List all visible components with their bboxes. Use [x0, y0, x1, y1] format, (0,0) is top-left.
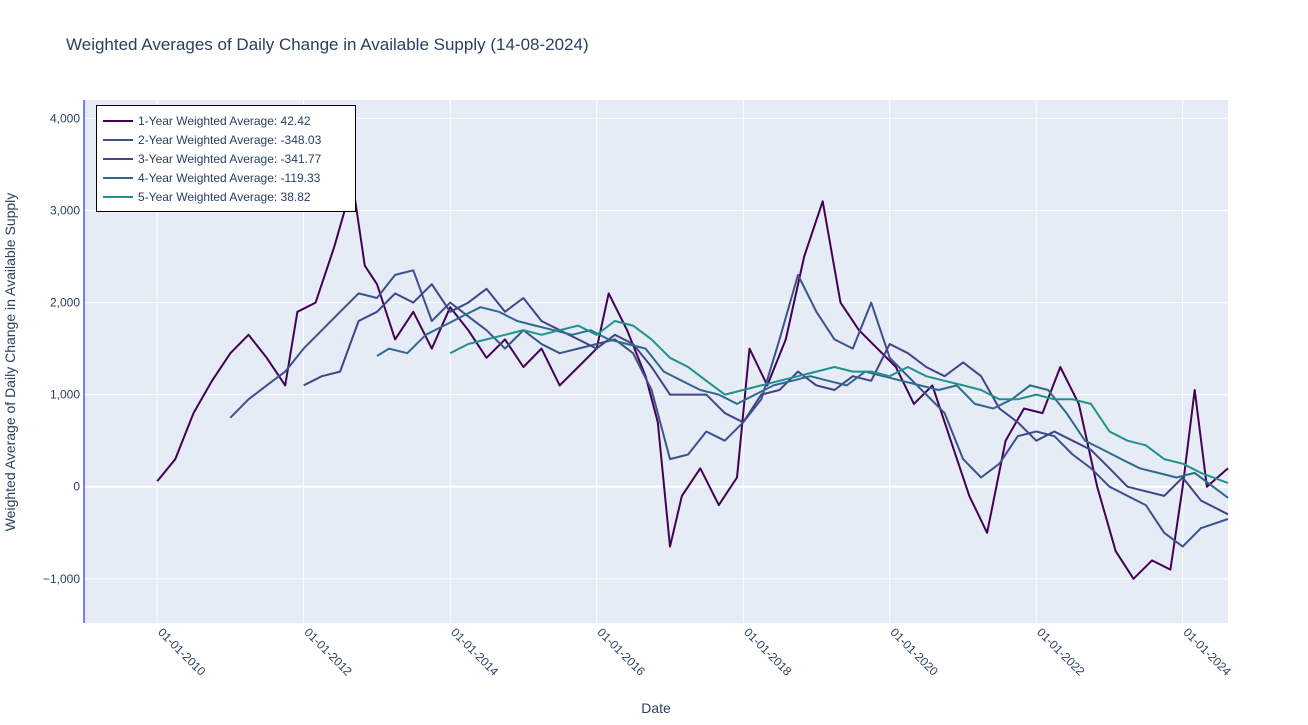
- series-line-1: [156, 181, 1229, 580]
- y-axis-ticks: −1,000 0 1,000 2,000 3,000 4,000: [43, 111, 80, 585]
- series-line-3: [303, 283, 1229, 516]
- legend-box: [96, 105, 356, 212]
- x-tick-label: 01-01-2022: [1034, 625, 1088, 679]
- series-line-4: [376, 306, 1229, 499]
- legend-item[interactable]: 1-Year Weighted Average: 42.42: [103, 114, 311, 128]
- legend-item[interactable]: 5-Year Weighted Average: 38.82: [103, 190, 311, 204]
- legend-item[interactable]: 4-Year Weighted Average: -119.33: [103, 171, 321, 185]
- y-axis-title: Weighted Average of Daily Change in Avai…: [2, 193, 18, 532]
- legend[interactable]: 1-Year Weighted Average: 42.42 2-Year Wei…: [96, 105, 356, 212]
- x-axis-title: Date: [641, 700, 671, 716]
- y-tick-label: −1,000: [43, 572, 80, 586]
- y-tick-label: 4,000: [50, 111, 80, 125]
- x-tick-label: 01-01-2010: [155, 625, 209, 679]
- x-tick-label: 01-01-2018: [741, 625, 795, 679]
- legend-label: 1-Year Weighted Average: 42.42: [138, 114, 311, 128]
- x-axis-ticks: 01-01-2010 01-01-2012 01-01-2014 01-01-2016…: [155, 625, 1234, 679]
- x-tick-label: 01-01-2014: [448, 625, 502, 679]
- y-tick-label: 3,000: [50, 203, 80, 217]
- legend-label: 4-Year Weighted Average: -119.33: [138, 171, 321, 185]
- legend-item[interactable]: 3-Year Weighted Average: -341.77: [103, 152, 322, 166]
- legend-label: 5-Year Weighted Average: 38.82: [138, 190, 311, 204]
- legend-label: 3-Year Weighted Average: -341.77: [138, 152, 322, 166]
- x-tick-label: 01-01-2020: [888, 625, 942, 679]
- x-tick-label: 01-01-2012: [301, 625, 355, 679]
- legend-item[interactable]: 2-Year Weighted Average: -348.03: [103, 133, 322, 147]
- chart-title: Weighted Averages of Daily Change in Ava…: [66, 35, 589, 54]
- y-tick-label: 0: [73, 480, 80, 494]
- legend-items: 1-Year Weighted Average: 42.42 2-Year Wei…: [103, 114, 322, 204]
- series-lines: [156, 181, 1229, 580]
- x-tick-label: 01-01-2016: [595, 625, 649, 679]
- y-tick-label: 1,000: [50, 388, 80, 402]
- y-tick-label: 2,000: [50, 296, 80, 310]
- series-line-5: [449, 320, 1229, 484]
- x-tick-label: 01-01-2024: [1181, 625, 1235, 679]
- series-line-2: [229, 269, 1229, 548]
- legend-label: 2-Year Weighted Average: -348.03: [138, 133, 322, 147]
